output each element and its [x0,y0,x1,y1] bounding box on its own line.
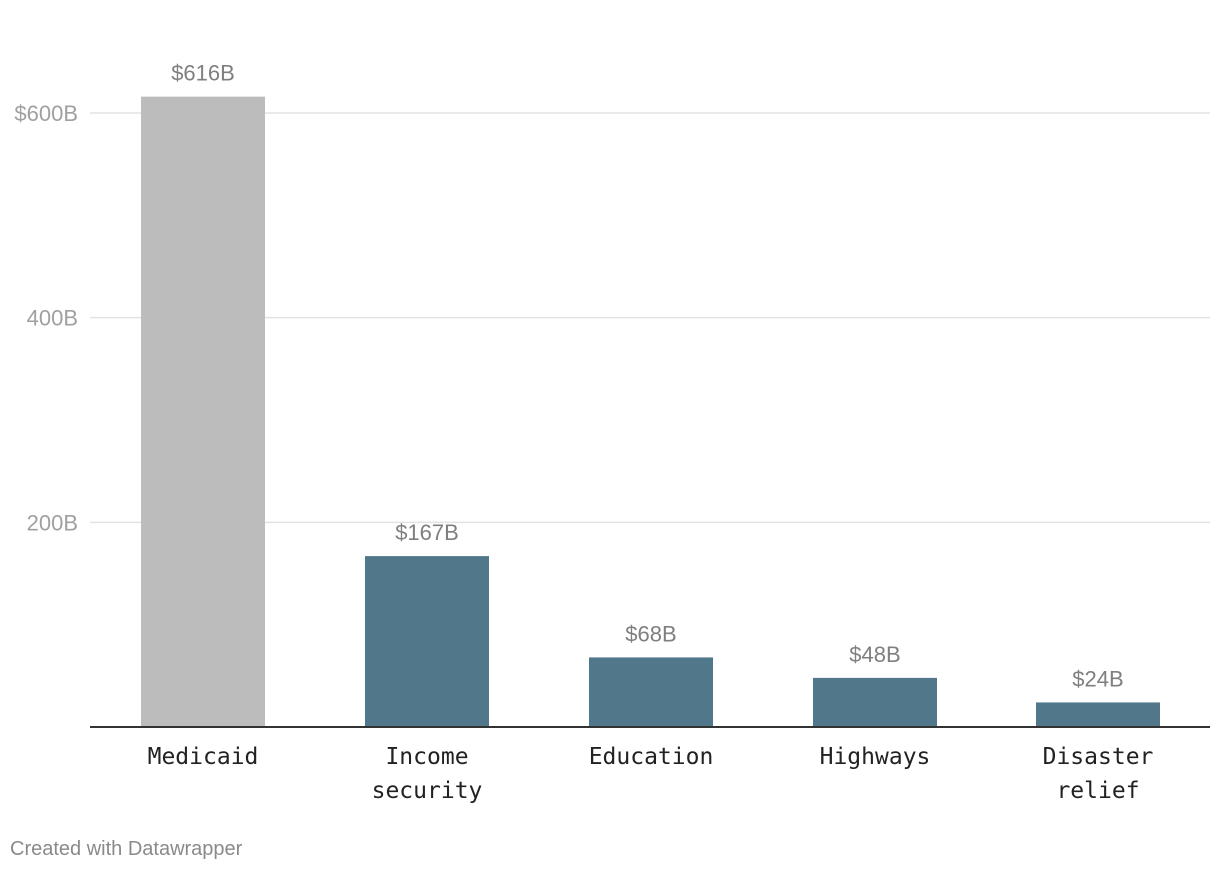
category-label: Highways [820,744,931,770]
category-label-line: Income [385,744,468,770]
bar-highways [813,677,937,727]
category-label: Disaster relief [1043,744,1154,804]
category-label-line: Disaster [1043,744,1154,770]
bar-disaster-relief [1036,702,1160,727]
y-tick-label: 200B [27,510,78,535]
value-label: $616B [171,61,235,86]
value-label: $48B [849,642,900,667]
category-labels: Medicaid Income security Education Highways D… [148,744,1154,804]
y-tick-label: 400B [27,306,78,331]
category-label-line: security [372,778,483,804]
bars [141,96,1160,728]
category-label: Education [589,744,714,770]
bar-medicaid [141,96,265,728]
category-label-line: relief [1056,778,1139,804]
datawrapper-credit: Created with Datawrapper [10,838,243,860]
category-label-line: Education [589,744,714,770]
bar-education [589,657,713,727]
value-label: $167B [395,520,459,545]
category-label: Income security [372,744,483,804]
value-label: $24B [1072,666,1123,691]
value-labels: $616B $167B $68B $48B $24B [171,61,1124,692]
y-axis-ticks: 200B 400B $600B [14,101,78,535]
category-label-line: Highways [820,744,931,770]
bar-income-security [365,556,489,727]
category-label-line: Medicaid [148,744,259,770]
y-tick-label: $600B [14,101,78,126]
category-label: Medicaid [148,744,259,770]
gridlines [90,112,1210,524]
value-label: $68B [625,621,676,646]
